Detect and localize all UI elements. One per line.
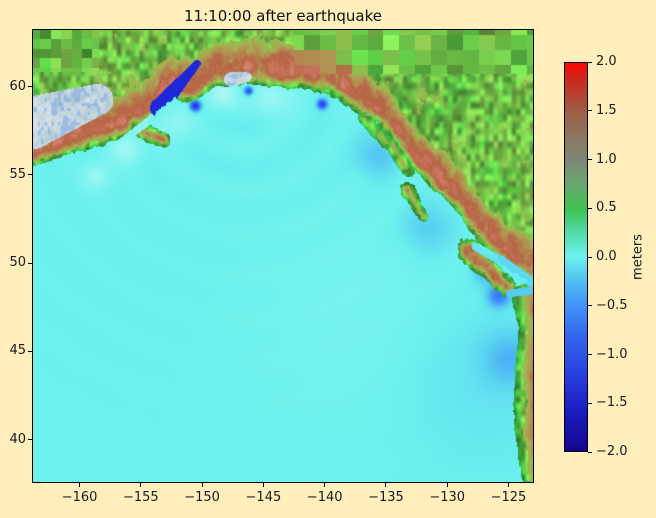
x-tick-label: −155 [122, 490, 159, 505]
y-tick-label: 50 [9, 255, 26, 271]
colorbar-tick-mark [588, 305, 592, 307]
x-tick-mark [79, 483, 81, 487]
x-tick-mark [140, 483, 142, 487]
x-tick-label: −150 [184, 490, 220, 505]
colorbar-tick-label: −1.0 [596, 346, 628, 362]
y-tick-mark [28, 86, 32, 87]
x-tick-mark [262, 483, 264, 487]
colorbar-gradient [564, 62, 588, 452]
x-tick-label: −125 [490, 490, 527, 505]
colorbar-tick-mark [588, 207, 592, 209]
colorbar-tick-label: 1.5 [596, 102, 617, 118]
y-tick-mark [28, 262, 32, 264]
map-axes-frame [32, 29, 534, 483]
x-tick-label: −160 [61, 490, 98, 505]
x-tick-mark [446, 483, 448, 487]
colorbar-tick-label: −1.5 [596, 395, 628, 411]
tsunami-map-canvas [33, 30, 533, 482]
x-tick-label: −140 [306, 490, 343, 505]
colorbar-tick-mark [588, 402, 592, 404]
colorbar-tick-mark [588, 256, 592, 258]
x-tick-mark [507, 483, 509, 487]
x-tick-label: −135 [368, 490, 404, 505]
x-tick-mark [385, 483, 387, 487]
colorbar-tick-label: 1.0 [596, 151, 617, 167]
y-tick-mark [28, 439, 32, 441]
x-tick-mark [324, 483, 326, 487]
colorbar-tick-label: −0.5 [596, 297, 628, 313]
x-tick-label: −130 [429, 490, 466, 505]
colorbar-tick-mark [588, 110, 592, 112]
colorbar-tick-mark [588, 451, 592, 453]
y-tick-label: 60 [9, 78, 26, 94]
y-tick-mark [28, 174, 32, 176]
colorbar-tick-label: 0.5 [596, 200, 617, 216]
plot-title: 11:10:00 after earthquake [184, 7, 382, 25]
x-tick-mark [201, 483, 203, 487]
y-tick-label: 55 [9, 166, 26, 182]
colorbar-tick-mark [588, 61, 592, 63]
colorbar-tick-label: −2.0 [596, 444, 628, 459]
y-tick-label: 45 [9, 343, 26, 359]
colorbar-tick-label: 2.0 [596, 54, 617, 69]
colorbar-tick-label: 0.0 [596, 249, 617, 264]
colorbar-tick-mark [588, 354, 592, 355]
colorbar-tick-mark [588, 159, 592, 160]
y-tick-label: 40 [9, 431, 26, 447]
y-tick-mark [28, 350, 32, 352]
x-tick-label: −145 [245, 490, 282, 505]
